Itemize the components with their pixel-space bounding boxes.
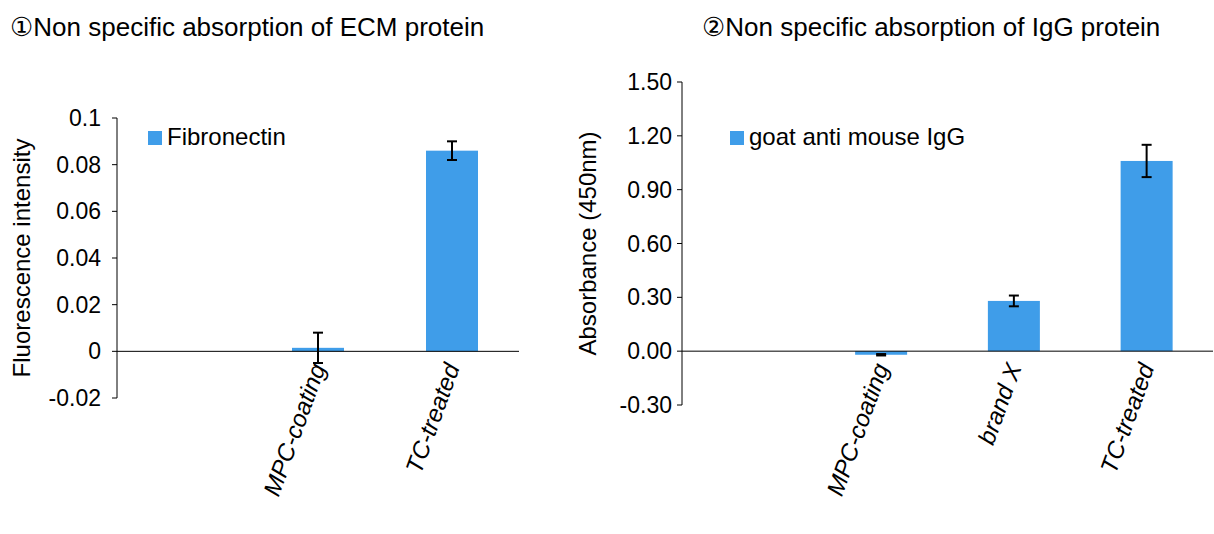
- y-tick: [677, 82, 682, 83]
- x-axis: [682, 351, 1213, 352]
- plot-area: [292, 141, 478, 363]
- x-tick-label: TC-treated: [1095, 359, 1160, 477]
- error-bar: [1009, 296, 1019, 307]
- y-tick-label: 0.06: [56, 198, 101, 224]
- bar: [1121, 161, 1173, 351]
- y-tick-label: 1.20: [627, 123, 672, 149]
- plot-area: [855, 145, 1173, 356]
- x-tick-label: brand X: [972, 359, 1026, 448]
- y-tick-label: 0.30: [627, 284, 672, 310]
- title: ②Non specific absorption of IgG protein: [702, 12, 1160, 42]
- y-tick-label: 1.50: [627, 69, 672, 95]
- x-tick-label: MPC-coating: [258, 359, 331, 499]
- y-tick-label: 0.02: [56, 292, 101, 318]
- x-axis: [117, 351, 519, 352]
- y-tick: [677, 243, 682, 244]
- y-tick: [112, 164, 117, 165]
- error-bar: [313, 333, 323, 363]
- error-bar: [1142, 145, 1152, 177]
- title: ①Non specific absorption of ECM protein: [10, 12, 484, 42]
- y-tick-label: 0.04: [56, 245, 101, 271]
- x-tick-label: MPC-coating: [821, 359, 894, 499]
- y-tick-label: 0.90: [627, 177, 672, 203]
- y-tick: [112, 351, 117, 352]
- error-bar: [876, 354, 886, 355]
- y-axis-label: Fluorescence intensity: [8, 139, 35, 378]
- y-tick-label: -0.30: [620, 392, 672, 418]
- bar: [426, 151, 478, 352]
- y-tick: [112, 118, 117, 119]
- bar: [988, 301, 1040, 351]
- y-tick: [677, 189, 682, 190]
- y-tick-label: 0.00: [627, 338, 672, 364]
- figure: ①Non specific absorption of ECM protein F…: [0, 0, 1214, 534]
- y-axis-label: Absorbance (450nm): [574, 131, 601, 355]
- chart: ②Non specific absorption of IgG protein A…: [574, 12, 1213, 499]
- y-tick: [677, 297, 682, 298]
- error-bar: [447, 141, 457, 160]
- legend-label: goat anti mouse IgG: [749, 123, 965, 150]
- chart: ①Non specific absorption of ECM protein F…: [8, 12, 519, 499]
- y-tick: [677, 405, 682, 406]
- y-tick-label: 0.1: [69, 105, 101, 131]
- bar: [855, 351, 907, 355]
- y-tick-label: 0: [88, 338, 101, 364]
- y-tick-label: -0.02: [49, 385, 101, 411]
- legend-label: Fibronectin: [167, 123, 286, 150]
- legend-swatch: [148, 131, 162, 145]
- y-tick: [677, 351, 682, 352]
- legend-swatch: [730, 131, 744, 145]
- y-axis: [682, 82, 683, 405]
- y-tick: [112, 398, 117, 399]
- y-axis: [117, 118, 118, 398]
- y-tick: [112, 258, 117, 259]
- y-tick: [677, 135, 682, 136]
- y-tick-label: 0.08: [56, 152, 101, 178]
- x-tick-label: TC-treated: [400, 359, 465, 477]
- y-tick-label: 0.60: [627, 231, 672, 257]
- y-tick: [112, 304, 117, 305]
- y-tick: [112, 211, 117, 212]
